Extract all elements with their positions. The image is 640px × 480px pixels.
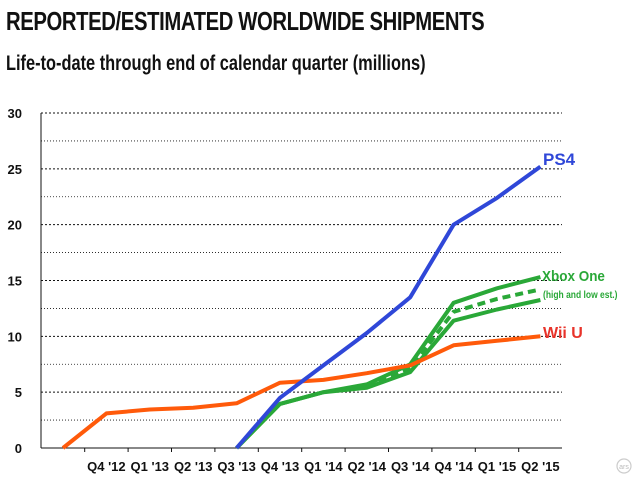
x-tick-label: Q4 '13 (261, 459, 300, 474)
x-tick-label: Q3 '14 (391, 459, 430, 474)
label-ps4: PS4 (543, 150, 576, 169)
series-line-xbox-one (235, 275, 541, 450)
x-tick-label: Q1 '14 (304, 459, 343, 474)
label-xbox-note: (high and low est.) (543, 289, 617, 300)
y-tick-label: 20 (8, 218, 22, 233)
series-line-xbox-one-low-estimate (235, 298, 541, 450)
x-tick-label: Q1 '15 (478, 459, 517, 474)
x-tick-label: Q2 '15 (521, 459, 560, 474)
series-line-ps4 (235, 164, 542, 450)
x-tick-label: Q2 '13 (174, 459, 213, 474)
y-tick-label: 30 (8, 106, 22, 121)
y-tick-label: 25 (8, 162, 22, 177)
chart-subtitle: Life-to-date through end of calendar qua… (6, 52, 426, 75)
x-tick-label: Q1 '13 (131, 459, 170, 474)
label-wii-u: Wii U (543, 325, 583, 342)
y-tick-label: 0 (15, 441, 22, 456)
x-tick-label: Q4 '14 (434, 459, 473, 474)
y-tick-label: 10 (8, 329, 22, 344)
ars-logo: ars (616, 458, 632, 474)
x-tick-label: Q4 '12 (87, 459, 126, 474)
x-tick-label: Q3 '13 (217, 459, 256, 474)
label-xbox-one: Xbox One (542, 268, 605, 285)
chart-title: REPORTED/ESTIMATED WORLDWIDE SHIPMENTS (6, 6, 485, 36)
y-tick-label: 15 (8, 274, 22, 289)
x-tick-label: Q2 '14 (348, 459, 387, 474)
svg-text:ars: ars (619, 464, 629, 471)
y-tick-label: 5 (15, 385, 22, 400)
